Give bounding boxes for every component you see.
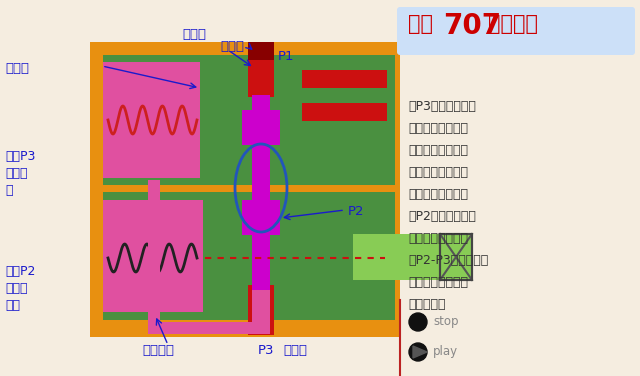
FancyBboxPatch shape xyxy=(397,7,635,55)
Bar xyxy=(103,55,303,185)
Text: stop: stop xyxy=(433,315,458,329)
Text: 出油口: 出油口 xyxy=(283,344,307,357)
Bar xyxy=(200,62,255,178)
Bar xyxy=(103,192,395,320)
Text: 节流口: 节流口 xyxy=(5,62,29,75)
Bar xyxy=(413,317,423,327)
Bar xyxy=(242,200,280,235)
Text: 减压口: 减压口 xyxy=(182,28,206,41)
Bar xyxy=(148,180,160,332)
Bar xyxy=(440,234,472,280)
Text: 压力P2
也逐渐
变大: 压力P2 也逐渐 变大 xyxy=(5,265,35,312)
Text: 本保持不变: 本保持不变 xyxy=(408,298,445,311)
Polygon shape xyxy=(413,346,427,358)
Bar xyxy=(248,42,274,60)
Text: play: play xyxy=(433,346,458,358)
Text: 左端的压力增大，: 左端的压力增大， xyxy=(408,144,468,157)
Bar xyxy=(90,42,400,337)
Bar xyxy=(242,110,280,145)
Text: 在定差减压阀阀芯: 在定差减压阀阀芯 xyxy=(408,122,468,135)
Bar xyxy=(103,62,203,178)
Bar xyxy=(353,234,443,280)
Text: P2: P2 xyxy=(348,205,365,218)
Text: P3: P3 xyxy=(258,344,275,357)
Text: 增大，压降减小，: 增大，压降减小， xyxy=(408,188,468,201)
Text: P1: P1 xyxy=(278,50,294,63)
Bar xyxy=(248,42,274,97)
Text: 剪辑制作: 剪辑制作 xyxy=(488,14,538,34)
Text: 阀芯右移，减压口: 阀芯右移，减压口 xyxy=(408,166,468,179)
Circle shape xyxy=(409,343,427,361)
Bar xyxy=(300,55,395,185)
Text: 当P3增大时，作用: 当P3增大时，作用 xyxy=(408,100,476,113)
Text: 使P2也增大从而使: 使P2也增大从而使 xyxy=(408,210,476,223)
Circle shape xyxy=(409,313,427,331)
Bar xyxy=(440,234,472,280)
Bar xyxy=(252,95,270,290)
Text: 使得出口的流量基: 使得出口的流量基 xyxy=(408,276,468,289)
Bar xyxy=(302,70,387,88)
Bar xyxy=(148,322,268,334)
Text: 进油口: 进油口 xyxy=(220,40,244,53)
Bar xyxy=(252,288,270,334)
Bar xyxy=(302,103,387,121)
Bar xyxy=(103,200,203,312)
Bar xyxy=(248,285,274,335)
Text: 节流阀的压差也就: 节流阀的压差也就 xyxy=(408,232,468,245)
Text: 化工: 化工 xyxy=(408,14,433,34)
Text: 泄露油口: 泄露油口 xyxy=(142,344,174,357)
Text: 707: 707 xyxy=(443,12,501,40)
Text: 压力P3
逐渐变
大: 压力P3 逐渐变 大 xyxy=(5,150,35,197)
Text: 是P2-P3保持不变，: 是P2-P3保持不变， xyxy=(408,254,488,267)
